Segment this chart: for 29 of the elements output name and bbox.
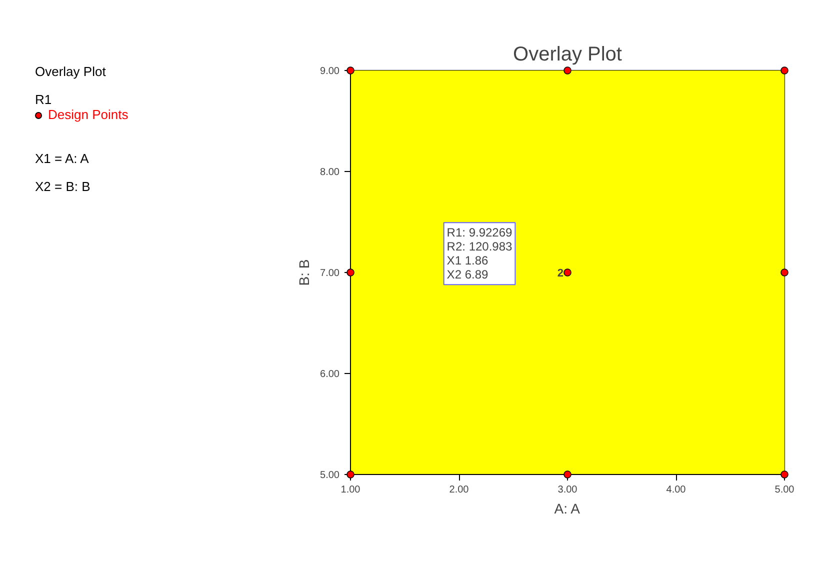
y-tick-label: 5.00: [320, 470, 340, 481]
y-tick-label: 8.00: [320, 167, 340, 178]
point: [346, 66, 354, 74]
point: [780, 268, 788, 276]
point: [780, 470, 788, 478]
y-tick-label: 7.00: [320, 268, 340, 279]
point: [780, 66, 788, 74]
y-tick-label: 6.00: [320, 369, 340, 380]
x-tick-label: 4.00: [666, 484, 686, 496]
x-tick-label: 3.00: [558, 484, 578, 496]
annotation: 2: [557, 268, 564, 280]
legend-label: Design Points: [47, 106, 128, 122]
y-axis-title: B: B: [296, 259, 312, 286]
point: [564, 66, 572, 74]
x-tick-label: 1.00: [340, 484, 361, 496]
y-tick-label: 9.00: [320, 66, 340, 77]
point: [346, 470, 354, 478]
point: [346, 268, 354, 276]
annotation: R1: 9.92269 R2: 120.983 X1 1.86 X2 6.89: [446, 226, 513, 282]
point: [564, 470, 572, 478]
point: [564, 268, 572, 276]
text: X2 = B: B: [35, 179, 92, 194]
text: R1: [35, 92, 53, 108]
x-axis-title: A: A: [554, 500, 581, 516]
x-tick-label: 5.00: [774, 484, 795, 496]
x-tick-label: 2.00: [449, 484, 470, 496]
text: Overlay Plot: [35, 64, 107, 80]
chart-title: Overlay Plot: [513, 44, 622, 66]
text: X1 = A: A: [35, 150, 90, 166]
